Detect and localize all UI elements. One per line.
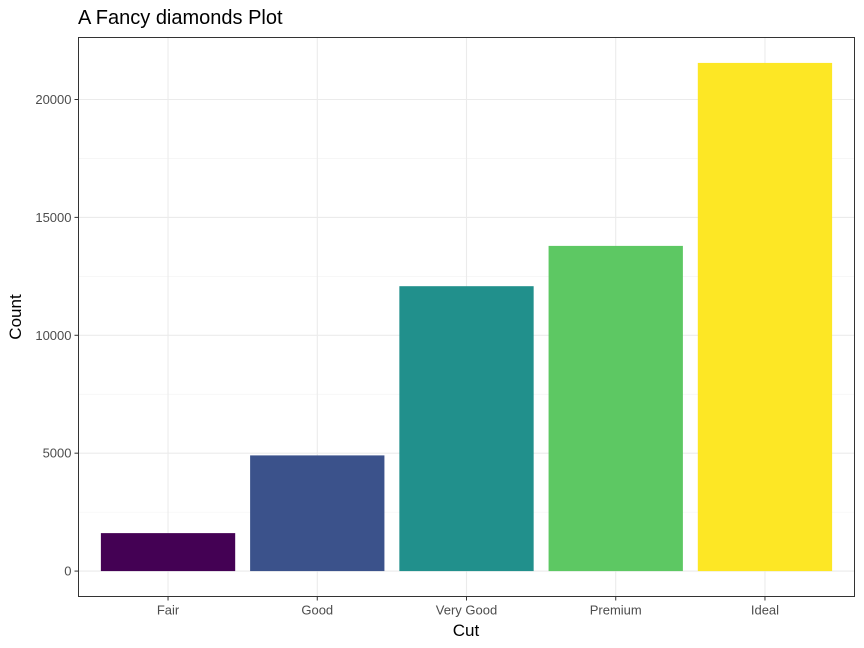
x-tick-label: Very Good xyxy=(436,603,497,618)
y-axis: 0 5000 10000 15000 20000 xyxy=(35,92,79,579)
x-tick-label: Fair xyxy=(157,603,180,618)
x-axis-title: Cut xyxy=(453,621,480,640)
y-tick-label: 0 xyxy=(64,564,71,579)
y-axis-title: Count xyxy=(6,294,25,340)
bar-fair xyxy=(100,533,236,572)
bar-good xyxy=(250,455,385,572)
bars xyxy=(100,62,833,572)
y-tick-label: 10000 xyxy=(35,328,71,343)
y-tick-label: 5000 xyxy=(43,446,72,461)
bar-premium xyxy=(548,245,683,572)
x-tick-label: Ideal xyxy=(751,603,779,618)
y-tick-label: 15000 xyxy=(35,210,71,225)
bar-very-good xyxy=(399,286,534,572)
x-tick-label: Good xyxy=(301,603,333,618)
y-tick-label: 20000 xyxy=(35,92,71,107)
x-tick-label: Premium xyxy=(590,603,642,618)
x-axis: Fair Good Very Good Premium Ideal xyxy=(157,596,779,618)
bar-ideal xyxy=(697,62,833,572)
chart-title: A Fancy diamonds Plot xyxy=(78,7,283,29)
